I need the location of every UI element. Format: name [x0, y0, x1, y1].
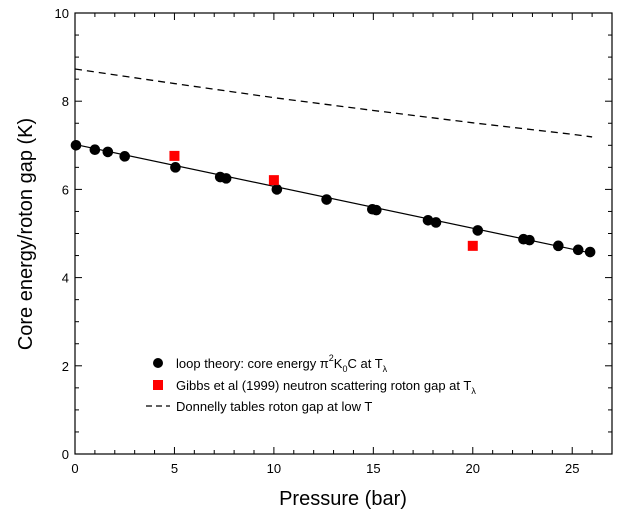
- x-tick-label: 20: [466, 461, 480, 476]
- y-axis-title: Core energy/roton gap (K): [15, 118, 37, 350]
- y-tick-label: 8: [62, 94, 69, 109]
- x-tick-label: 25: [565, 461, 579, 476]
- data-point-loop-theory: [271, 184, 283, 195]
- legend-marker-loop-theory: [153, 358, 163, 368]
- data-point-gibbs: [169, 150, 180, 161]
- data-point-loop-theory: [371, 204, 382, 216]
- data-point-gibbs: [268, 175, 279, 186]
- data-point-loop-theory: [321, 194, 332, 205]
- axes: 0 5 10 15 20 25 0 2 4 6 8 10: [55, 6, 613, 476]
- plot-area: [70, 68, 596, 258]
- y-tick-label: 0: [62, 447, 69, 462]
- legend-label-gibbs: Gibbs et al (1999) neutron scattering ro…: [176, 378, 476, 396]
- x-tick-label: 10: [267, 461, 281, 476]
- legend: loop theory: core energy π2K0C at Tλ Gib…: [146, 353, 476, 414]
- data-point-loop-theory: [572, 244, 584, 256]
- data-point-loop-theory: [89, 144, 101, 156]
- x-tick-label: 15: [366, 461, 380, 476]
- x-axis-title: Pressure (bar): [279, 488, 407, 510]
- legend-label-loop-theory: loop theory: core energy π2K0C at Tλ: [176, 353, 388, 374]
- y-tick-label: 2: [62, 359, 69, 374]
- data-point-loop-theory: [119, 151, 131, 162]
- y-tick-label: 10: [55, 6, 69, 21]
- y-tick-label: 4: [62, 271, 69, 286]
- data-point-loop-theory: [584, 246, 596, 258]
- x-tick-label: 0: [71, 461, 78, 476]
- x-tick-label: 5: [171, 461, 178, 476]
- y-tick-label: 6: [62, 182, 69, 197]
- data-point-loop-theory: [524, 234, 535, 246]
- data-point-loop-theory: [170, 162, 181, 173]
- data-point-loop-theory: [422, 214, 434, 226]
- series-line-donnelly: [74, 68, 593, 138]
- data-point-loop-theory: [220, 173, 232, 184]
- data-point-loop-theory: [553, 240, 564, 252]
- data-point-loop-theory: [472, 225, 484, 236]
- data-point-loop-theory: [102, 146, 114, 158]
- legend-marker-gibbs: [153, 380, 163, 390]
- data-point-gibbs: [467, 240, 478, 251]
- fit-line: [74, 143, 593, 254]
- legend-label-donnelly: Donnelly tables roton gap at low T: [176, 399, 372, 414]
- data-point-loop-theory: [430, 217, 442, 228]
